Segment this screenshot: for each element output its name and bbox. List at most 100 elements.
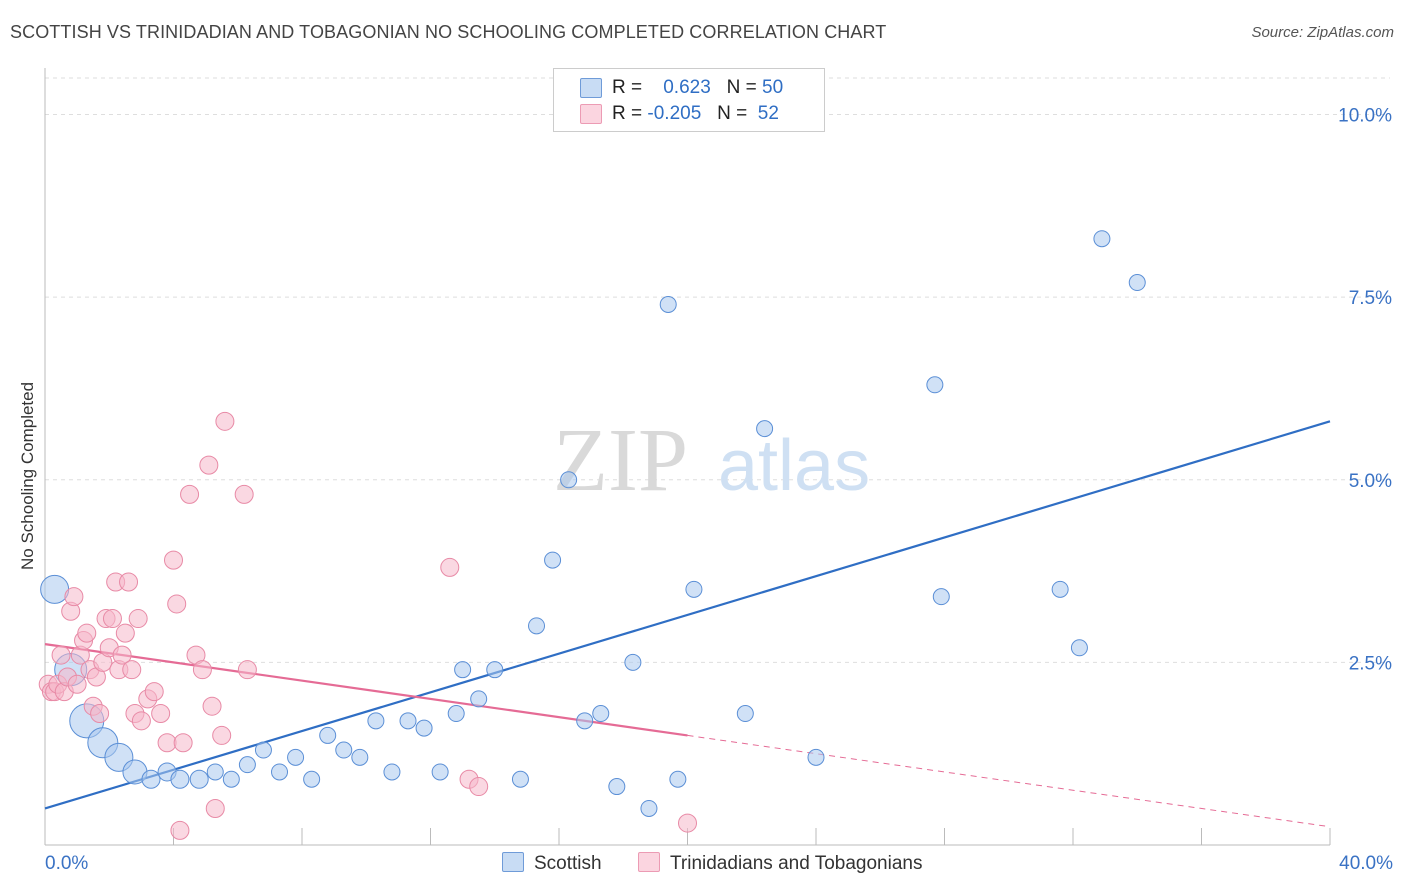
data-point: [167, 594, 187, 614]
data-point: [528, 617, 546, 635]
legend-swatch-scottish: [580, 78, 602, 98]
data-point: [1051, 580, 1069, 598]
data-point: [351, 748, 369, 766]
data-point: [624, 653, 642, 671]
data-point: [756, 420, 774, 438]
data-point: [685, 580, 703, 598]
gridlines: [45, 77, 1390, 663]
watermark-atlas: atlas: [718, 426, 870, 506]
x-tick-label: 0.0%: [45, 853, 88, 874]
x-tick-label: 40.0%: [1339, 853, 1393, 874]
legend-r-value: -0.205: [647, 103, 702, 124]
legend-n-value: 50: [762, 77, 784, 98]
y-tick-label: 10.0%: [1338, 106, 1392, 127]
bottom-legend-swatch-trinidadian: [638, 852, 660, 872]
y-axis-label: No Schooling Completed: [18, 381, 37, 570]
data-point: [234, 484, 254, 504]
data-point: [122, 660, 142, 680]
data-point: [192, 660, 212, 680]
data-point: [659, 295, 677, 313]
legend-n-label: N =: [726, 77, 757, 98]
data-point: [64, 587, 84, 607]
bottom-legend-scottish: Scottish: [502, 852, 602, 875]
data-point: [1128, 274, 1146, 292]
y-tick-label: 5.0%: [1349, 471, 1392, 492]
data-point: [202, 696, 222, 716]
data-point: [669, 770, 687, 788]
trend-line-extrapolated: [687, 734, 1331, 828]
legend-n-value: 52: [757, 103, 779, 124]
data-point: [119, 572, 139, 592]
data-point: [238, 756, 256, 774]
bottom-legend-swatch-scottish: [502, 852, 524, 872]
data-point: [222, 770, 240, 788]
data-point: [592, 705, 610, 723]
legend-r-label: R =: [612, 103, 643, 124]
bottom-legend-label-trinidadian: Trinidadians and Tobagonians: [670, 853, 923, 874]
data-point: [678, 813, 697, 833]
data-point: [486, 661, 504, 679]
data-point: [736, 705, 754, 723]
data-point: [40, 574, 70, 604]
data-point: [335, 741, 353, 759]
y-tick-label: 2.5%: [1349, 653, 1392, 674]
chart-source: Source: ZipAtlas.com: [1251, 24, 1394, 41]
data-point: [926, 376, 944, 394]
data-point: [205, 798, 225, 818]
data-point: [170, 769, 190, 789]
data-point: [112, 645, 132, 665]
data-point: [470, 690, 488, 708]
bottom-legend-trinidadian: Trinidadians and Tobagonians: [638, 852, 922, 875]
legend-n-label: N =: [717, 103, 748, 124]
data-point: [212, 725, 232, 745]
data-point: [131, 711, 151, 731]
data-point: [576, 712, 594, 730]
data-point: [469, 777, 489, 797]
data-points: [38, 230, 1146, 840]
data-point: [271, 763, 289, 781]
legend-r-label: R =: [612, 77, 643, 98]
watermark-zip: ZIP: [553, 411, 688, 510]
stats-legend: R = 0.623 N = 50 R = -0.205 N = 52: [553, 68, 825, 132]
data-point: [102, 609, 122, 629]
data-point: [440, 557, 460, 577]
data-point: [180, 484, 200, 504]
data-point: [303, 770, 321, 788]
data-point: [144, 682, 164, 702]
data-point: [415, 719, 433, 737]
data-point: [807, 748, 825, 766]
data-point: [237, 660, 257, 680]
data-point: [367, 712, 385, 730]
data-point: [151, 704, 171, 724]
data-point: [431, 763, 449, 781]
data-point: [164, 550, 183, 570]
data-point: [932, 588, 950, 606]
data-point: [608, 778, 626, 796]
data-point: [399, 712, 417, 730]
data-point: [77, 623, 97, 643]
data-point: [51, 645, 71, 665]
data-point: [170, 820, 190, 840]
data-point: [1093, 230, 1111, 248]
data-point: [157, 733, 177, 753]
data-point: [544, 551, 562, 569]
data-point: [199, 455, 219, 475]
legend-swatch-trinidadian: [580, 104, 602, 124]
data-point: [90, 704, 110, 724]
data-point: [189, 769, 209, 789]
data-point: [447, 705, 465, 723]
data-point: [454, 661, 472, 679]
axes: [44, 68, 1331, 846]
data-point: [287, 748, 305, 766]
watermark: ZIP atlas: [553, 411, 870, 510]
data-point: [206, 763, 224, 781]
data-point: [254, 741, 272, 759]
tick-labels: 2.5% 5.0% 7.5% 10.0% 0.0% 40.0%: [45, 106, 1393, 874]
legend-r-value: 0.623: [663, 77, 711, 98]
data-point: [115, 623, 135, 643]
data-point: [173, 733, 193, 753]
data-point: [640, 799, 658, 817]
data-point: [383, 763, 401, 781]
data-point: [1070, 639, 1088, 657]
